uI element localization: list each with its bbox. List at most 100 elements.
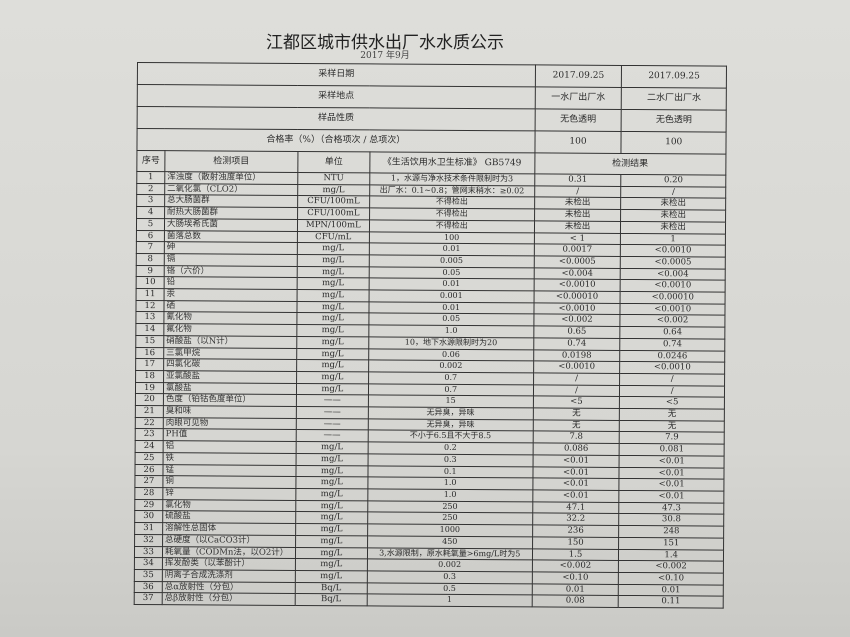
unit: mg/L (296, 359, 369, 372)
standard-limit: 0.3 (367, 570, 533, 584)
row-number: 29 (134, 499, 163, 512)
result-plant-1: 0.0198 (533, 349, 621, 362)
row-number: 24 (135, 440, 164, 453)
document-title: 江都区城市供水出厂水水质公示 (266, 33, 504, 53)
header-value-plant-1: 无色透明 (534, 108, 622, 132)
test-item: 锌 (162, 487, 296, 501)
unit: mg/L (296, 371, 369, 384)
standard-limit: 0.001 (368, 289, 534, 303)
row-number: 18 (135, 370, 164, 383)
result-plant-1: 0.08 (531, 595, 619, 608)
result-plant-1: <0.002 (533, 314, 621, 327)
standard-limit: 0.5 (367, 582, 532, 596)
standard-limit: 0.7 (368, 371, 534, 385)
header-label: 合格率（%）（合格项次 / 总项次） (136, 128, 535, 153)
standard-limit: 1 (366, 594, 532, 607)
result-plant-1: 150 (532, 536, 619, 549)
row-number: 5 (136, 218, 165, 231)
unit: mg/L (297, 277, 369, 290)
test-item: 三氯甲烷 (163, 347, 297, 360)
unit: mg/L (295, 453, 368, 466)
test-item: 浑浊度（散射浊度单位） (164, 171, 298, 185)
standard-limit: 0.3 (367, 453, 533, 467)
unit: mg/L (295, 523, 368, 536)
column-header-unit: 单位 (297, 151, 370, 173)
row-number: 8 (136, 253, 165, 266)
result-plant-1: 0.31 (534, 173, 622, 187)
result-plant-2: <0.01 (619, 467, 725, 480)
result-plant-2: <0.01 (619, 490, 724, 503)
unit: —— (296, 406, 369, 419)
test-item: 阴离子合成洗涤剂 (162, 569, 296, 583)
header-value-plant-2: 100 (621, 131, 727, 155)
result-plant-1: <0.00010 (533, 290, 621, 304)
document-date: 2017 年9月 (360, 51, 410, 61)
test-item: 耗氧量（CODMn法，以O2计） (162, 546, 296, 559)
test-item: 汞 (163, 288, 298, 302)
result-plant-1: 0.74 (533, 337, 621, 351)
row-number: 25 (135, 452, 164, 465)
result-plant-2: 未检出 (620, 197, 726, 211)
result-plant-1: 47.1 (532, 501, 620, 514)
result-plant-1: 未检出 (534, 220, 621, 233)
test-item: 铜 (162, 475, 296, 489)
standard-limit: 250 (367, 512, 533, 526)
test-item: 四氯化碳 (163, 358, 297, 372)
result-plant-2: <0.0005 (620, 256, 726, 269)
standard-limit: 不得检出 (369, 196, 535, 210)
test-item: 氰化物 (163, 312, 297, 325)
unit: mg/L (297, 266, 370, 279)
result-plant-2: <0.10 (618, 572, 724, 585)
unit: mg/L (295, 500, 368, 513)
test-item: 锰 (162, 464, 296, 477)
row-number: 28 (134, 487, 163, 500)
unit: CFU/mL (297, 230, 370, 244)
test-item: 铁 (162, 452, 297, 466)
result-plant-1: <0.0005 (533, 255, 621, 269)
row-number: 32 (134, 534, 163, 547)
test-item: 溶解性总固体 (162, 522, 296, 536)
result-plant-2: <0.00010 (620, 291, 726, 304)
result-plant-2: <0.01 (619, 478, 724, 492)
header-value-plant-1: 2017.09.25 (534, 64, 622, 88)
row-number: 19 (135, 382, 164, 395)
standard-limit: 无异臭，异味 (368, 406, 534, 420)
result-plant-1: 32.2 (532, 513, 620, 526)
unit: mg/L (297, 184, 370, 197)
standard-limit: 无异臭，异味 (368, 418, 533, 432)
row-number: 30 (134, 510, 163, 523)
result-plant-2: <5 (619, 396, 725, 410)
unit: —— (296, 394, 369, 407)
table-row: 37 总β放射性（分包） Bq/L 1 0.08 0.11 (134, 592, 724, 609)
result-plant-2: 248 (618, 525, 724, 538)
unit: mg/L (296, 301, 369, 314)
result-plant-2: 无 (619, 420, 725, 433)
result-plant-2: 0.11 (618, 595, 724, 609)
standard-limit: 1.0 (367, 488, 533, 502)
result-plant-2: 0.01 (618, 584, 724, 597)
row-number: 27 (134, 475, 163, 488)
unit: mg/L (295, 558, 368, 571)
row-number: 31 (134, 522, 163, 535)
result-plant-1: 无 (532, 419, 620, 432)
row-number: 37 (134, 592, 163, 605)
row-number: 1 (136, 171, 165, 184)
result-plant-2: 0.74 (620, 338, 725, 351)
standard-limit: 0.1 (367, 465, 533, 479)
unit: mg/L (296, 312, 369, 326)
result-plant-2: 1.4 (618, 548, 724, 562)
row-number: 16 (135, 347, 164, 359)
unit: Bq/L (295, 593, 368, 606)
test-item: 氯化物 (162, 499, 296, 512)
standard-limit: 0.002 (368, 360, 534, 373)
unit: mg/L (296, 348, 369, 361)
row-number: 20 (135, 393, 164, 406)
row-number: 14 (135, 323, 164, 336)
header-value-plant-2: 无色透明 (621, 109, 727, 133)
standard-limit: 0.005 (369, 254, 534, 268)
test-item: 耐热大肠菌群 (164, 206, 298, 220)
row-number: 13 (135, 311, 164, 324)
unit: MPN/100mL (297, 219, 370, 232)
result-plant-2: <0.01 (619, 455, 725, 468)
result-plant-2: <0.0010 (620, 279, 726, 293)
